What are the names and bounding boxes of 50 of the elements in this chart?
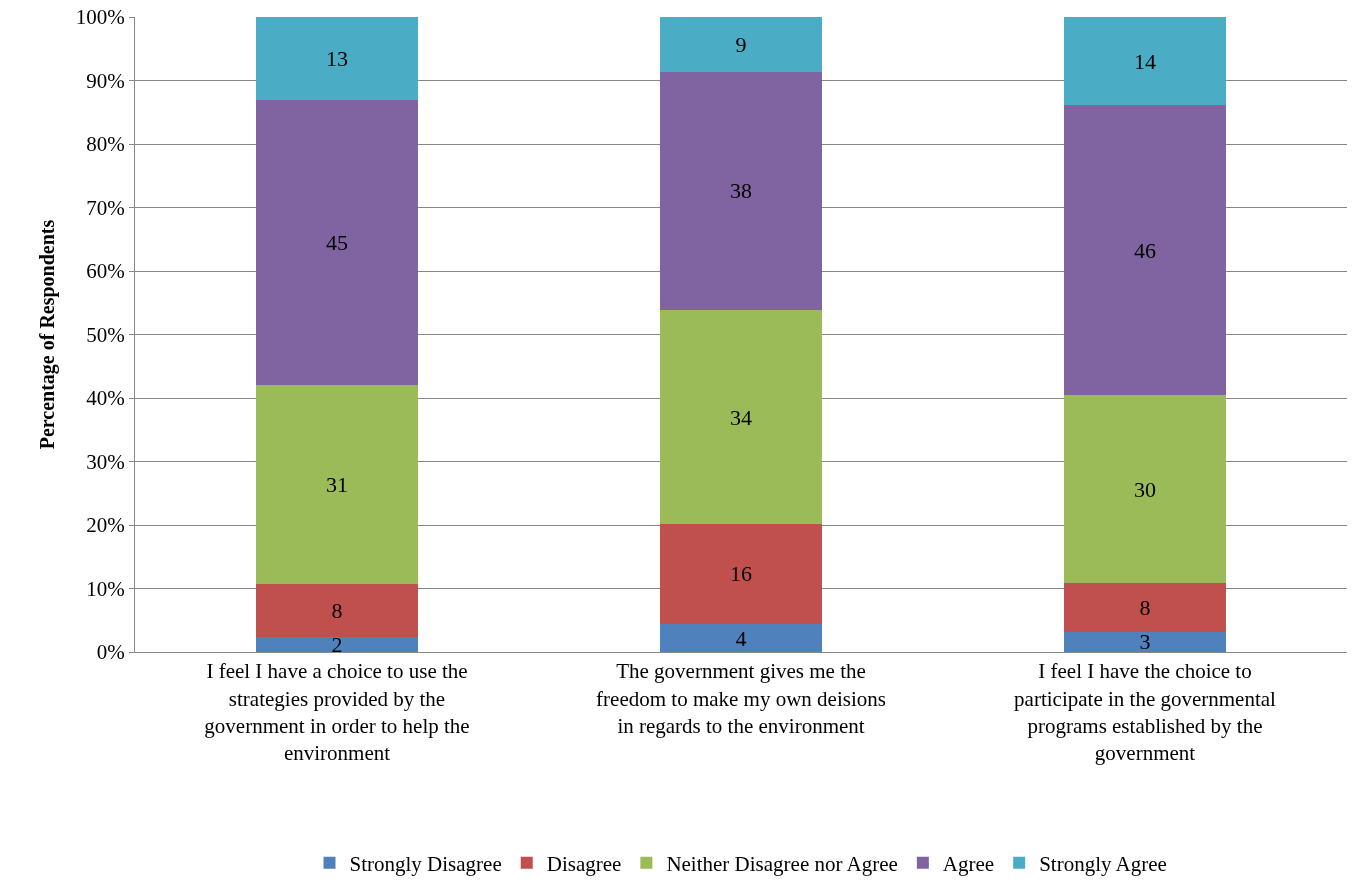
legend-label: Disagree [546, 851, 622, 876]
y-tick-label: 50% [86, 322, 125, 347]
data-label: 3 [1139, 629, 1151, 655]
data-label: 34 [730, 404, 752, 430]
data-label: 46 [1134, 237, 1156, 263]
data-label: 8 [331, 598, 343, 624]
data-label: 13 [326, 45, 348, 71]
legend-label: Strongly Disagree [349, 851, 502, 876]
bar [256, 99, 418, 386]
data-label: 38 [730, 178, 752, 204]
bar [660, 523, 822, 625]
legend-label: Strongly Agree [1039, 851, 1167, 876]
legend-label: Neither Disagree nor Agree [666, 851, 898, 876]
bar [660, 17, 822, 72]
bar [660, 310, 822, 524]
data-label: 30 [1134, 476, 1156, 502]
y-tick-label: 60% [86, 259, 125, 284]
data-label: 8 [1139, 595, 1151, 621]
data-label: 31 [326, 472, 348, 498]
y-tick-label: 40% [86, 386, 125, 411]
bar [256, 385, 418, 585]
bar [1064, 583, 1226, 632]
x-tick-label: The government gives me the freedom to make my own deisions in regards to the environment [596, 659, 886, 738]
bar [660, 71, 822, 311]
data-label: 16 [730, 561, 752, 587]
y-tick-label: 20% [86, 513, 125, 538]
y-tick-label: 10% [86, 576, 125, 601]
bar [1064, 631, 1226, 652]
y-tick-label: 70% [86, 195, 125, 220]
data-label: 4 [735, 625, 747, 651]
legend-label: Agree [942, 851, 995, 876]
data-label: 2 [331, 632, 343, 658]
data-label: 14 [1134, 48, 1156, 74]
bar [256, 17, 418, 100]
x-tick-label: I feel I have the choice to participate in the governmental programs established by the government [1014, 659, 1277, 766]
bar [1064, 105, 1226, 395]
y-tick-label: 0% [96, 640, 125, 665]
y-tick-label: 80% [86, 132, 125, 157]
x-tick-label: I feel I have a choice to use the strategies provided by the government in order to help the environment [204, 659, 470, 766]
y-tick-label: 30% [86, 449, 125, 474]
bar [256, 584, 418, 638]
bar [660, 624, 822, 652]
bar [1064, 17, 1226, 106]
y-axis-title: Percentage of Respondents [36, 219, 60, 450]
y-tick-label: 100% [75, 5, 125, 30]
data-label: 9 [735, 31, 747, 57]
bar [1064, 394, 1226, 584]
y-tick-label: 90% [86, 68, 125, 93]
bar [256, 637, 418, 652]
data-label: 45 [326, 229, 348, 255]
